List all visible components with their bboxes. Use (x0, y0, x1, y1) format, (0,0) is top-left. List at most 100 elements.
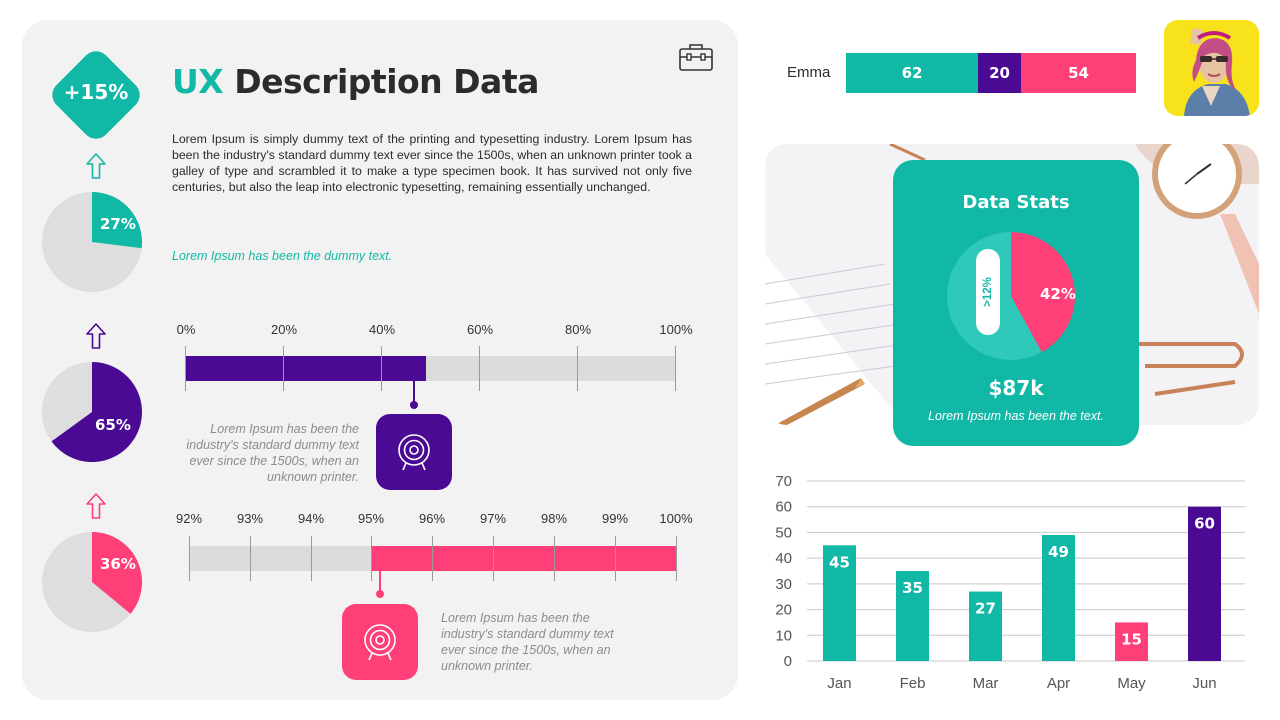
pie-chart-65 (42, 362, 143, 462)
up-arrow-icon (84, 492, 108, 524)
up-arrow-icon (84, 322, 108, 354)
tick-label: 100% (659, 511, 693, 526)
pie-chart-27 (42, 192, 143, 292)
gridline (675, 346, 676, 391)
data-label: 35 (902, 579, 923, 597)
gridline (185, 346, 186, 391)
avatar (1164, 20, 1259, 116)
tick-label: 0% (176, 322, 196, 337)
gridline (676, 536, 677, 581)
stats-title: Data Stats (962, 192, 1070, 213)
page-title: UX Description Data (172, 62, 539, 101)
target-tile (376, 414, 452, 490)
x-tick-label: Feb (900, 675, 926, 692)
y-tick-label: 10 (775, 627, 792, 644)
tick-label: 94% (297, 511, 325, 526)
connector-line (413, 381, 415, 405)
bar (1115, 622, 1148, 661)
x-tick-label: Jun (1192, 675, 1216, 692)
bar (1188, 506, 1221, 661)
pie-label: 27% (100, 215, 136, 233)
x-tick-label: Apr (1047, 675, 1070, 692)
tick-label: 40% (368, 322, 396, 337)
y-tick-label: 0 (784, 653, 792, 670)
gridline (371, 536, 372, 581)
bottom-note: Lorem Ipsum has been the industry's stan… (441, 611, 614, 673)
tick-label: 92% (175, 511, 203, 526)
tick-label: 96% (418, 511, 446, 526)
gridline (381, 346, 382, 391)
emma-label: Emma (787, 64, 831, 81)
y-tick-label: 40 (775, 550, 792, 567)
up-arrow-icon (84, 152, 108, 184)
tick-label: 60% (466, 322, 494, 337)
gridline (615, 536, 616, 581)
tick-label: 20% (270, 322, 298, 337)
growth-badge-label: +15% (63, 80, 129, 104)
gridline (189, 536, 190, 581)
top-note: Lorem Ipsum has been the industry's stan… (186, 422, 359, 484)
tick-label: 80% (564, 322, 592, 337)
tick-label: 99% (601, 511, 629, 526)
target-icon (398, 434, 430, 471)
gridline (283, 346, 284, 391)
y-tick-label: 70 (775, 473, 792, 490)
pie-chart-36 (42, 532, 143, 632)
x-tick-label: Jan (827, 675, 851, 692)
gridline (432, 536, 433, 581)
target-tile (342, 604, 418, 680)
title-rest: Description Data (223, 62, 539, 101)
data-label: 27 (975, 600, 996, 618)
tick-label: 97% (479, 511, 507, 526)
tick-label: 93% (236, 511, 264, 526)
y-tick-label: 30 (775, 576, 792, 593)
tick-label: 98% (540, 511, 568, 526)
pie-label: 65% (95, 416, 131, 434)
stack-segment: 62 (846, 53, 978, 93)
bar (969, 591, 1002, 661)
pie-slice (92, 532, 143, 614)
highlight-note: Lorem Ipsum has been the dummy text. (172, 249, 393, 263)
y-tick-label: 60 (775, 499, 792, 516)
briefcase-icon (679, 44, 713, 71)
gridline (554, 536, 555, 581)
gridline (479, 346, 480, 391)
gridline (493, 536, 494, 581)
pie-slice (51, 362, 143, 462)
stats-pie-label: 42% (1040, 285, 1076, 303)
pill-label-wrap: >12% (976, 249, 1000, 335)
pill-label: >12% (982, 277, 995, 307)
x-tick-label: Mar (973, 675, 999, 692)
bar (823, 545, 856, 661)
stack-segment: 20 (978, 53, 1021, 93)
stack-segment: 54 (1021, 53, 1136, 93)
data-label: 60 (1194, 515, 1215, 533)
progress-fill (186, 356, 427, 381)
description-text: Lorem Ipsum is simply dummy text of the … (172, 132, 692, 194)
connector-dot (376, 590, 384, 598)
pie-slice (92, 192, 143, 249)
title-accent: UX (172, 62, 224, 101)
gridline (250, 536, 251, 581)
target-icon (364, 624, 396, 661)
tick-label: 100% (659, 322, 693, 337)
tick-label: 95% (357, 511, 385, 526)
data-label: 49 (1048, 543, 1069, 561)
y-tick-label: 20 (775, 602, 792, 619)
connector-dot (410, 401, 418, 409)
stats-amount: $87k (988, 376, 1044, 400)
data-label: 15 (1121, 630, 1142, 648)
gridline (311, 536, 312, 581)
monthly-bar-chart: 0 10 20 30 40 50 60 70 45 Jan 35 Feb 27 Mar 49 Apr 15 May… (775, 473, 1245, 692)
y-tick-label: 50 (775, 524, 792, 541)
data-label: 45 (829, 553, 850, 571)
progress-fill (371, 546, 676, 571)
connector-line (379, 571, 381, 591)
gridline (577, 346, 578, 391)
x-tick-label: May (1117, 675, 1146, 692)
stats-caption: Lorem Ipsum has been the text. (928, 409, 1104, 423)
bar (896, 571, 929, 661)
pill-indicator (976, 249, 1000, 335)
pie-label: 36% (100, 555, 136, 573)
